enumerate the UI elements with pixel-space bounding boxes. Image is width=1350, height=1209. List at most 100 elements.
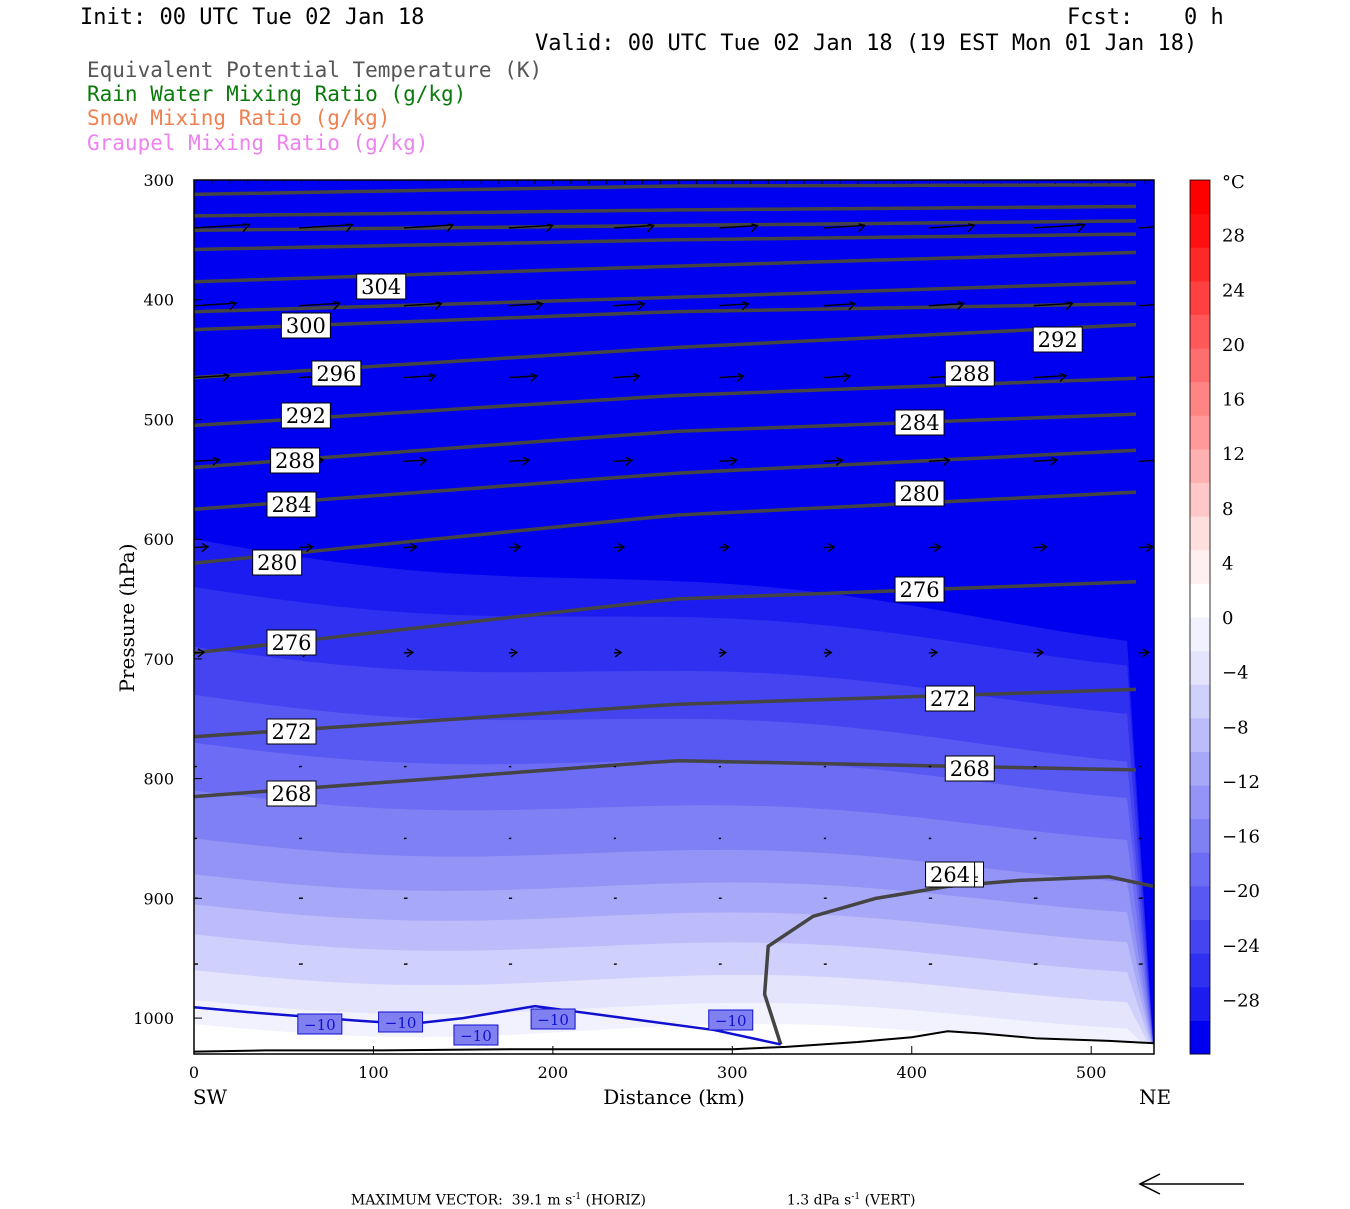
colorbar-tick-label: 8 (1222, 499, 1233, 520)
colorbar-tick-label: 28 (1222, 226, 1245, 247)
colorbar-swatch (1190, 449, 1210, 483)
contour-label: 272 (930, 687, 970, 711)
horiz-unit: (HORIZ) (586, 1193, 646, 1209)
vert-exponent: -1 (851, 1192, 860, 1202)
y-tick-label: 800 (143, 770, 174, 789)
y-tick-label: 500 (143, 410, 174, 429)
x-end-left: SW (193, 1085, 228, 1109)
contour-label: 284 (899, 411, 939, 435)
y-tick-label: 1000 (133, 1009, 174, 1028)
temp-label: −10 (304, 1016, 336, 1034)
contour-label: 280 (899, 482, 939, 506)
y-axis-label: Pressure (hPa) (115, 544, 139, 693)
colorbar-swatch (1190, 953, 1210, 987)
colorbar-tick-label: −12 (1222, 772, 1260, 793)
colorbar-tick-label: −20 (1222, 881, 1260, 902)
x-tick-label: 500 (1076, 1063, 1107, 1082)
contour-label: 268 (271, 782, 311, 806)
colorbar-swatch (1190, 415, 1210, 449)
colorbar-unit: °C (1222, 172, 1245, 193)
colorbar-swatch (1190, 214, 1210, 248)
max-vector-vert-caption: 1.3 dPa s-1 (VERT) (778, 1176, 915, 1209)
colorbar-tick-label: −24 (1222, 936, 1260, 957)
wind-vector-head (1174, 302, 1180, 310)
colorbar-swatch (1190, 281, 1210, 315)
wind-vector-head (1157, 457, 1163, 465)
colorbar-swatch (1190, 987, 1210, 1021)
vert-unit: (VERT) (865, 1193, 916, 1209)
contour-label: 288 (950, 362, 990, 386)
max-vector-arrow-icon (1132, 1170, 1247, 1200)
colorbar-tick-label: 20 (1222, 335, 1245, 356)
x-axis-label: Distance (km) (603, 1085, 745, 1109)
colorbar-swatch (1190, 651, 1210, 685)
max-vector-caption: MAXIMUM VECTOR: 39.1 m s-1 (HORIZ) (342, 1176, 646, 1209)
colorbar-swatch (1190, 247, 1210, 281)
colorbar-swatch (1190, 617, 1210, 651)
colorbar-swatch (1190, 718, 1210, 752)
contour-label: 272 (271, 720, 311, 744)
max-vector-vert: 1.3 dPa s (787, 1193, 851, 1209)
colorbar-swatch (1190, 483, 1210, 517)
contour-label: 300 (286, 314, 326, 338)
horiz-exponent: -1 (572, 1192, 581, 1202)
y-tick-label: 300 (143, 171, 174, 190)
contour-label: 296 (316, 362, 356, 386)
contour-label: 304 (361, 275, 401, 299)
contour-label: 264 (930, 863, 970, 887)
x-tick-label: 300 (717, 1063, 748, 1082)
y-tick-label: 600 (143, 530, 174, 549)
colorbar-tick-label: −4 (1222, 663, 1249, 684)
colorbar-swatch (1190, 684, 1210, 718)
colorbar-swatch (1190, 550, 1210, 584)
wind-vector (194, 547, 208, 548)
colorbar-tick-label: −28 (1222, 990, 1260, 1011)
colorbar-swatch (1190, 886, 1210, 920)
colorbar-tick-label: 24 (1222, 280, 1245, 301)
x-tick-label: 400 (896, 1063, 927, 1082)
colorbar-swatch (1190, 583, 1210, 617)
colorbar-swatch (1190, 819, 1210, 853)
contour-label: 284 (271, 493, 311, 517)
contour-label: 288 (275, 449, 315, 473)
colorbar-swatch (1190, 180, 1210, 214)
colorbar-swatch (1190, 516, 1210, 550)
colorbar-tick-label: 0 (1222, 608, 1233, 629)
contour-label: 268 (950, 757, 990, 781)
colorbar-swatch (1190, 852, 1210, 886)
colorbar-swatch (1190, 785, 1210, 819)
colorbar-swatch (1190, 751, 1210, 785)
temp-label: −10 (385, 1014, 417, 1032)
colorbar-tick-label: −8 (1222, 717, 1249, 738)
max-vector-horiz: 39.1 m s (512, 1193, 573, 1209)
contour-label: 292 (1038, 328, 1078, 352)
x-tick-label: 0 (189, 1063, 199, 1082)
colorbar-swatch (1190, 1020, 1210, 1054)
wind-vector-head (1167, 374, 1173, 382)
colorbar: 28 24 20 16 12 8 4 0 −4 −8 −12 −16 −20 −24 −28 °C (1190, 172, 1260, 1055)
colorbar-swatch (1190, 348, 1210, 382)
temp-label: −10 (715, 1012, 747, 1030)
x-tick-label: 200 (538, 1063, 569, 1082)
max-vector-label: MAXIMUM VECTOR: (351, 1193, 503, 1209)
wind-vector (299, 547, 313, 548)
colorbar-tick-label: 12 (1222, 444, 1245, 465)
colorbar-tick-label: 4 (1222, 553, 1233, 574)
y-tick-label: 700 (143, 650, 174, 669)
colorbar-tick-label: 16 (1222, 390, 1245, 411)
contour-label: 292 (286, 404, 326, 428)
temp-label: −10 (460, 1027, 492, 1045)
x-end-right: NE (1139, 1085, 1171, 1109)
colorbar-tick-label: −16 (1222, 827, 1260, 848)
colorbar-swatch (1190, 314, 1210, 348)
contour-label: 280 (257, 551, 297, 575)
y-tick-label: 900 (143, 889, 174, 908)
wind-vector (1139, 547, 1153, 548)
x-tick-label: 100 (358, 1063, 389, 1082)
contour-label: 276 (899, 578, 939, 602)
contour-label: 276 (271, 631, 311, 655)
y-tick-label: 400 (143, 291, 174, 310)
colorbar-swatch (1190, 920, 1210, 954)
temp-label: −10 (537, 1011, 569, 1029)
